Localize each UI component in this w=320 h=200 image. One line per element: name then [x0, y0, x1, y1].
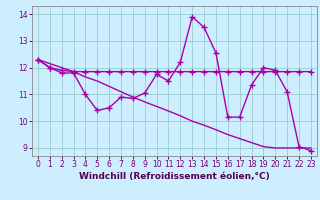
X-axis label: Windchill (Refroidissement éolien,°C): Windchill (Refroidissement éolien,°C): [79, 172, 270, 181]
